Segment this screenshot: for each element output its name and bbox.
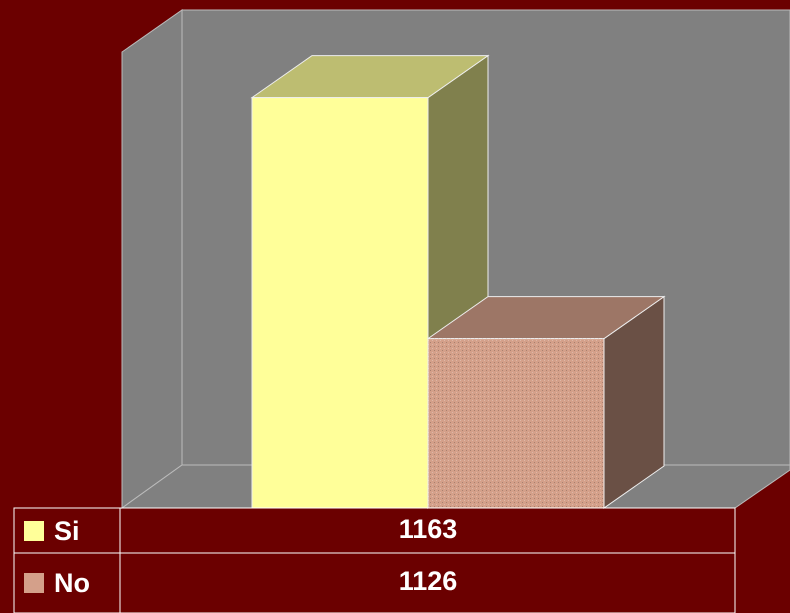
- legend-swatch: [24, 521, 44, 541]
- legend-label: Si: [54, 516, 80, 546]
- data-table: [13, 507, 736, 613]
- legend-swatch: [24, 573, 44, 593]
- bar: [251, 97, 429, 509]
- value-label: 1163: [399, 514, 458, 544]
- table-row: [13, 552, 736, 613]
- legend-label: No: [54, 568, 90, 598]
- side-wall: [121, 9, 183, 509]
- bar-texture: [428, 338, 604, 508]
- value-label: 1126: [399, 566, 458, 596]
